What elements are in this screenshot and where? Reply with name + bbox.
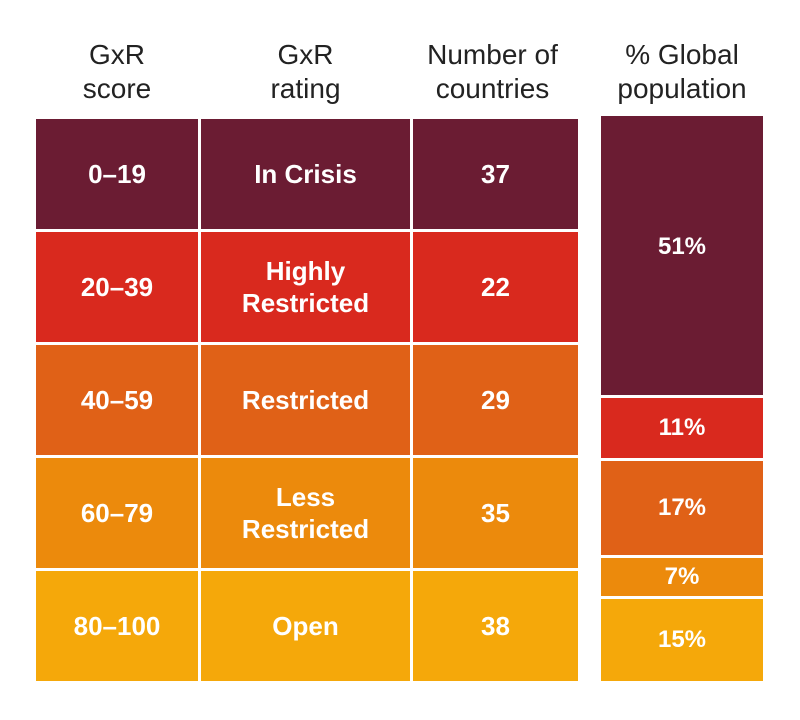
rating-line: Less xyxy=(275,482,336,512)
header-line: score xyxy=(82,73,152,104)
score-cell: 0–19 xyxy=(36,119,198,229)
population-segment: 51% xyxy=(601,116,763,396)
rating-cell: In Crisis xyxy=(201,119,410,229)
rating-cell: Less Restricted xyxy=(201,458,410,568)
rating-line: Restricted xyxy=(241,514,370,544)
table-row-highly-restricted: 20–39 Highly Restricted 22 xyxy=(36,232,578,342)
table-row-open: 80–100 Open 38 xyxy=(36,571,578,681)
header-line: population xyxy=(617,73,747,104)
population-label: 11% xyxy=(658,414,706,442)
header-number-of-countries: Number of countries xyxy=(400,38,585,106)
score-cell: 60–79 xyxy=(36,458,198,568)
population-label: 17% xyxy=(657,493,707,521)
rating-line: Restricted xyxy=(241,288,370,318)
countries-cell: 29 xyxy=(413,345,578,455)
population-segment: 11% xyxy=(601,398,763,459)
population-segment: 7% xyxy=(601,557,763,596)
population-label: 51% xyxy=(657,233,707,261)
header-line: GxR xyxy=(89,39,145,70)
countries-cell: 38 xyxy=(413,571,578,681)
score-cell: 40–59 xyxy=(36,345,198,455)
population-segment: 15% xyxy=(601,598,763,681)
score-cell: 20–39 xyxy=(36,232,198,342)
table-row-in-crisis: 0–19 In Crisis 37 xyxy=(36,119,578,229)
header-gxr-score: GxR score xyxy=(36,38,198,106)
header-global-population: % Global population xyxy=(592,38,772,106)
header-line: GxR xyxy=(277,39,334,70)
countries-cell: 37 xyxy=(413,119,578,229)
score-cell: 80–100 xyxy=(36,571,198,681)
countries-cell: 35 xyxy=(413,458,578,568)
population-segment: 17% xyxy=(601,461,763,555)
rating-cell: Open xyxy=(201,571,410,681)
header-line: countries xyxy=(435,73,550,104)
header-line: rating xyxy=(270,73,341,104)
table-row-less-restricted: 60–79 Less Restricted 35 xyxy=(36,458,578,568)
countries-cell: 22 xyxy=(413,232,578,342)
rating-line: In Crisis xyxy=(254,159,357,189)
population-label: 15% xyxy=(657,625,707,653)
global-population-stacked-bar: 51% 11% 17% 7% 15% xyxy=(601,116,763,681)
rating-line: Open xyxy=(272,611,339,641)
rating-cell: Highly Restricted xyxy=(201,232,410,342)
population-label: 7% xyxy=(664,562,700,590)
table-row-restricted: 40–59 Restricted 29 xyxy=(36,345,578,455)
header-gxr-rating: GxR rating xyxy=(201,38,410,106)
header-line: % Global xyxy=(625,39,739,70)
header-line: Number of xyxy=(427,39,558,70)
rating-line: Restricted xyxy=(241,385,370,415)
rating-line: Highly xyxy=(265,256,346,286)
rating-cell: Restricted xyxy=(201,345,410,455)
